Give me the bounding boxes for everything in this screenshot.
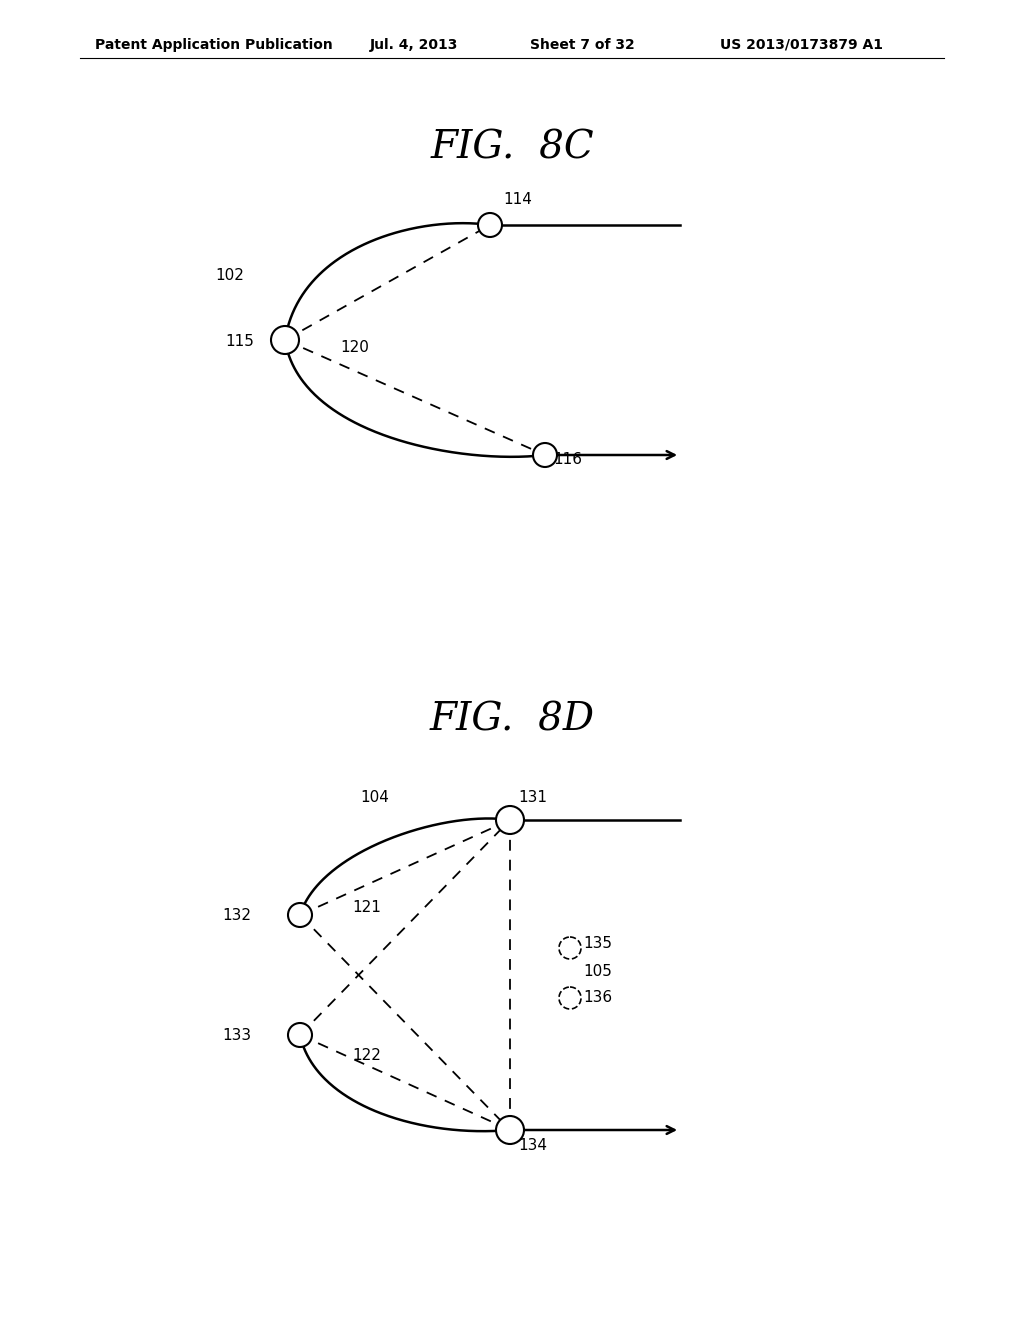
Circle shape [496, 807, 524, 834]
Text: US 2013/0173879 A1: US 2013/0173879 A1 [720, 38, 883, 51]
Text: 116: 116 [553, 453, 582, 467]
Circle shape [288, 1023, 312, 1047]
Text: 131: 131 [518, 791, 547, 805]
Text: 114: 114 [503, 193, 531, 207]
Text: 121: 121 [352, 900, 381, 916]
Circle shape [478, 213, 502, 238]
Circle shape [559, 987, 581, 1008]
Text: 132: 132 [222, 908, 251, 923]
Text: 102: 102 [215, 268, 244, 282]
Text: 136: 136 [583, 990, 612, 1006]
Circle shape [271, 326, 299, 354]
Circle shape [496, 1115, 524, 1144]
Circle shape [534, 444, 557, 467]
Text: 105: 105 [583, 965, 612, 979]
Circle shape [288, 903, 312, 927]
Text: FIG.  8C: FIG. 8C [430, 129, 594, 166]
Text: Jul. 4, 2013: Jul. 4, 2013 [370, 38, 459, 51]
Text: FIG.  8D: FIG. 8D [429, 701, 595, 738]
Text: 133: 133 [222, 1027, 251, 1043]
Text: 115: 115 [225, 334, 254, 350]
Circle shape [559, 937, 581, 960]
Text: 134: 134 [518, 1138, 547, 1152]
Text: 120: 120 [340, 341, 369, 355]
Text: 135: 135 [583, 936, 612, 952]
Text: Sheet 7 of 32: Sheet 7 of 32 [530, 38, 635, 51]
Text: 104: 104 [360, 791, 389, 805]
Text: 122: 122 [352, 1048, 381, 1063]
Text: Patent Application Publication: Patent Application Publication [95, 38, 333, 51]
